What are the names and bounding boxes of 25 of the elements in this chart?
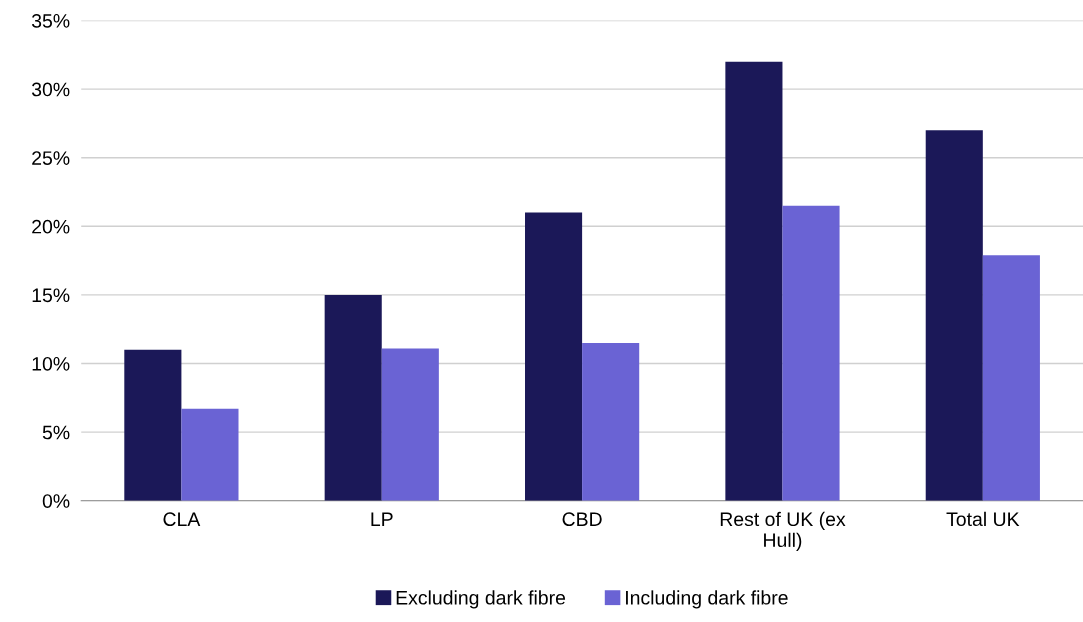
bar — [582, 342, 640, 501]
y-tick-label: 30% — [31, 82, 70, 97]
y-tick-label: 5% — [42, 425, 70, 440]
y-tick-label: 0% — [42, 494, 70, 508]
y-tick-label: 25% — [32, 151, 70, 165]
bar — [324, 294, 382, 501]
y-tick-label: 10% — [32, 356, 70, 371]
bar — [725, 61, 783, 501]
bar — [381, 348, 439, 501]
bar — [925, 130, 983, 501]
y-tick-label: 15% — [32, 288, 70, 303]
legend-label: Excluding dark fibre — [396, 590, 566, 609]
bar — [181, 408, 239, 501]
x-tick-label: Rest of UK (ex Hull) — [720, 511, 846, 551]
legend-label: Including dark fibre — [626, 590, 788, 609]
x-tick-label: LP — [371, 512, 393, 526]
bar — [124, 349, 182, 501]
bar — [982, 255, 1040, 501]
bar — [525, 212, 583, 501]
y-tick-label: 20% — [32, 219, 70, 234]
x-tick-label: Total UK — [946, 511, 1020, 527]
x-tick-label: CLA — [163, 512, 201, 527]
y-tick-label: 35% — [31, 13, 70, 28]
x-tick-label: CBD — [562, 512, 602, 527]
bar — [782, 205, 840, 501]
